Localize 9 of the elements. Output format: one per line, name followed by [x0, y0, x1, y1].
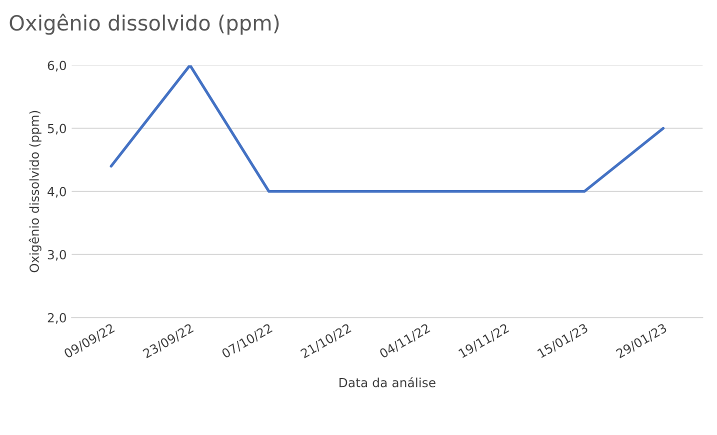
y-tick-label: 3,0 [48, 250, 66, 261]
y-tick-label: 6,0 [48, 60, 66, 72]
x-axis-title: Data da análise [340, 377, 436, 388]
line-series [110, 65, 665, 193]
y-tick-label: 5,0 [48, 124, 66, 135]
y-axis-title: Oxigênio dissolvido (ppm) [28, 110, 42, 272]
chart-title: Oxigênio dissolvido (ppm) [10, 14, 279, 35]
y-tick-label: 4,0 [48, 186, 66, 198]
y-tick-label: 2,0 [48, 313, 66, 324]
